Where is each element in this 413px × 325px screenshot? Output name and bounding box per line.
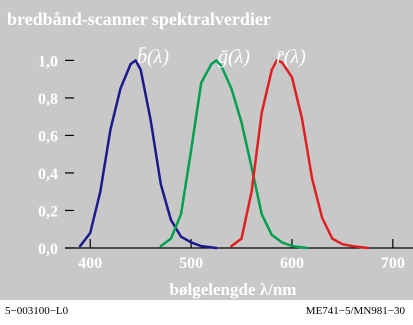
series-line-r — [230, 59, 369, 250]
chart-background — [0, 0, 413, 300]
x-tick-label: 400 — [78, 255, 102, 272]
footer-right-code: ME741−5/MN981−30 — [305, 305, 405, 317]
chart-title: bredbånd-scanner spektralverdier — [7, 9, 271, 29]
series-line-b — [78, 59, 218, 250]
y-tick-label: 1,0 — [38, 53, 58, 70]
spectral-curves — [78, 59, 369, 250]
legend-g: ḡ(λ) — [218, 46, 250, 68]
x-tick-label: 500 — [179, 255, 203, 272]
y-tick-label: 0,6 — [38, 128, 58, 145]
y-tick-label: 0,8 — [38, 91, 58, 108]
x-axis-ticks: 400 500 600 700 — [78, 239, 405, 272]
y-axis-ticks: 0,0 0,2 0,4 0,6 0,8 1,0 — [38, 53, 74, 258]
footer-left-code: 5−003100−L0 — [5, 305, 69, 317]
legend-b: b̄(λ) — [137, 46, 169, 68]
x-tick-label: 700 — [381, 255, 405, 272]
y-tick-label: 0,4 — [38, 166, 58, 183]
y-tick-label: 0,0 — [38, 241, 58, 258]
legend-r: r̄(λ) — [276, 46, 306, 68]
series-line- — [159, 59, 309, 250]
x-tick-label: 600 — [280, 255, 304, 272]
x-axis-title: bølgelengde λ/nm — [170, 280, 297, 299]
y-tick-label: 0,2 — [38, 203, 58, 220]
